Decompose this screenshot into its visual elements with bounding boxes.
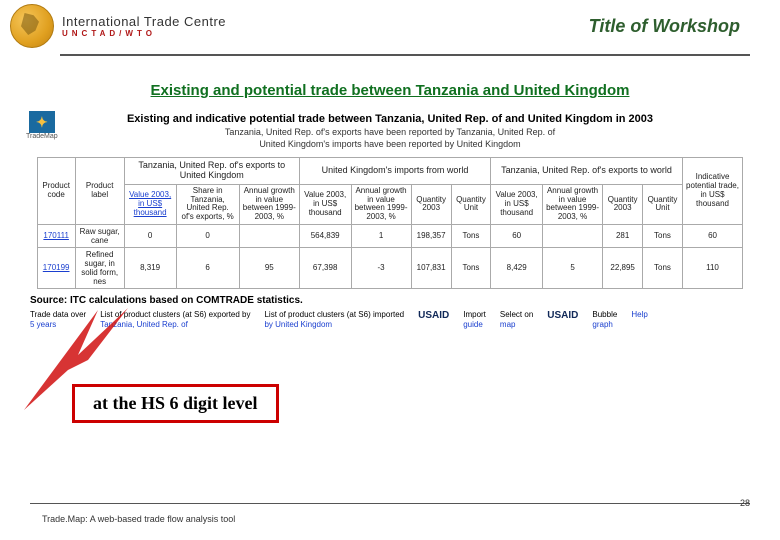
cell: 564,839 xyxy=(299,224,351,247)
slide-subtitle: Existing and potential trade between Tan… xyxy=(151,82,630,99)
trademap-screenshot: ✦ TradeMap Existing and indicative poten… xyxy=(22,111,758,329)
cell: -3 xyxy=(351,247,411,288)
subtitle-wrap: Existing and potential trade between Tan… xyxy=(0,82,780,99)
workshop-title: Title of Workshop xyxy=(589,16,740,37)
grp-tz-uk: Tanzania, United Rep. of's exports to Un… xyxy=(124,158,299,185)
cell: 0 xyxy=(176,224,239,247)
table-row: 170111 Raw sugar, cane 0 0 564,839 1 198… xyxy=(37,224,743,247)
usaid-logo-1: USAID xyxy=(418,310,449,321)
col-product-label: Product label xyxy=(75,158,124,225)
grp-tz-world: Tanzania, United Rep. of's exports to wo… xyxy=(491,158,683,185)
header-rule xyxy=(60,54,750,56)
trademap-label: TradeMap xyxy=(26,133,58,140)
cell: 67,398 xyxy=(299,247,351,288)
link-bubble-graph[interactable]: Bubble graph xyxy=(592,310,617,329)
c12: Quantity Unit xyxy=(643,184,683,224)
col-product-code: Product code xyxy=(37,158,75,225)
col-indicative: Indicative potential trade, in US$ thous… xyxy=(682,158,743,225)
screenshot-sub1: Tanzania, United Rep. of's exports have … xyxy=(22,127,758,137)
org-name: International Trade Centre xyxy=(62,14,226,29)
cell: 110 xyxy=(682,247,743,288)
col-link[interactable]: Value 2003, in US$ thousand xyxy=(129,190,171,217)
screenshot-sub2: United Kingdom's imports have been repor… xyxy=(22,139,758,149)
grp-uk-world: United Kingdom's imports from world xyxy=(299,158,491,185)
cell: Tons xyxy=(643,224,683,247)
c3: Share in Tanzania, United Rep. of's expo… xyxy=(176,184,239,224)
globe-icon xyxy=(10,4,54,48)
footer-rule xyxy=(30,503,750,505)
c7: Quantity 2003 xyxy=(411,184,451,224)
cell: 22,895 xyxy=(603,247,643,288)
c11: Quantity 2003 xyxy=(603,184,643,224)
cell: Raw sugar, cane xyxy=(75,224,124,247)
sub-header-row: Value 2003, in US$ thousand Share in Tan… xyxy=(37,184,743,224)
cell: Tons xyxy=(451,247,491,288)
product-code-link[interactable]: 170111 xyxy=(43,231,69,240)
footer-text: Trade.Map: A web-based trade flow analys… xyxy=(42,514,235,524)
cell: Tons xyxy=(451,224,491,247)
source-line: Source: ITC calculations based on COMTRA… xyxy=(30,295,758,306)
c9: Value 2003, in US$ thousand xyxy=(491,184,543,224)
star-icon: ✦ xyxy=(29,111,55,133)
cell: 1 xyxy=(351,224,411,247)
cell xyxy=(239,224,299,247)
link-clusters-imported[interactable]: List of product clusters (at S6) importe… xyxy=(264,310,404,329)
cell: 281 xyxy=(603,224,643,247)
cell: 5 xyxy=(543,247,603,288)
usaid-logo-2: USAID xyxy=(547,310,578,321)
c4: Annual growth in value between 1999-2003… xyxy=(239,184,299,224)
table-row: 170199 Refined sugar, in solid form, nes… xyxy=(37,247,743,288)
trade-data-table: Product code Product label Tanzania, Uni… xyxy=(37,157,744,289)
group-header-row: Product code Product label Tanzania, Uni… xyxy=(37,158,743,185)
logo-text: International Trade Centre UNCTAD/WTO xyxy=(62,14,226,38)
cell: 107,831 xyxy=(411,247,451,288)
page-number: 28 xyxy=(740,498,750,508)
link-help[interactable]: Help xyxy=(631,310,647,320)
cell: 198,357 xyxy=(411,224,451,247)
trademap-logo: ✦ TradeMap xyxy=(26,111,58,140)
cell: 60 xyxy=(682,224,743,247)
link-import-guide[interactable]: Import guide xyxy=(463,310,486,329)
c2: Value 2003, in US$ thousand xyxy=(124,184,176,224)
link-select-map[interactable]: Select on map xyxy=(500,310,533,329)
slide-header: International Trade Centre UNCTAD/WTO Ti… xyxy=(0,0,780,52)
cell: 8,429 xyxy=(491,247,543,288)
cell: 0 xyxy=(124,224,176,247)
cell: Refined sugar, in solid form, nes xyxy=(75,247,124,288)
cell: 8,319 xyxy=(124,247,176,288)
table-body: 170111 Raw sugar, cane 0 0 564,839 1 198… xyxy=(37,224,743,288)
org-subname: UNCTAD/WTO xyxy=(62,29,226,38)
screenshot-title: Existing and indicative potential trade … xyxy=(22,111,758,125)
cell: Tons xyxy=(643,247,683,288)
cell: 95 xyxy=(239,247,299,288)
itc-logo-block: International Trade Centre UNCTAD/WTO xyxy=(10,4,226,48)
cell: 6 xyxy=(176,247,239,288)
product-code-link[interactable]: 170199 xyxy=(43,263,70,272)
c10: Annual growth in value between 1999-2003… xyxy=(543,184,603,224)
c6: Annual growth in value between 1999-2003… xyxy=(351,184,411,224)
cell xyxy=(543,224,603,247)
cell: 60 xyxy=(491,224,543,247)
c8: Quantity Unit xyxy=(451,184,491,224)
c5: Value 2003, in US$ thousand xyxy=(299,184,351,224)
hs6-callout: at the HS 6 digit level xyxy=(72,384,279,423)
